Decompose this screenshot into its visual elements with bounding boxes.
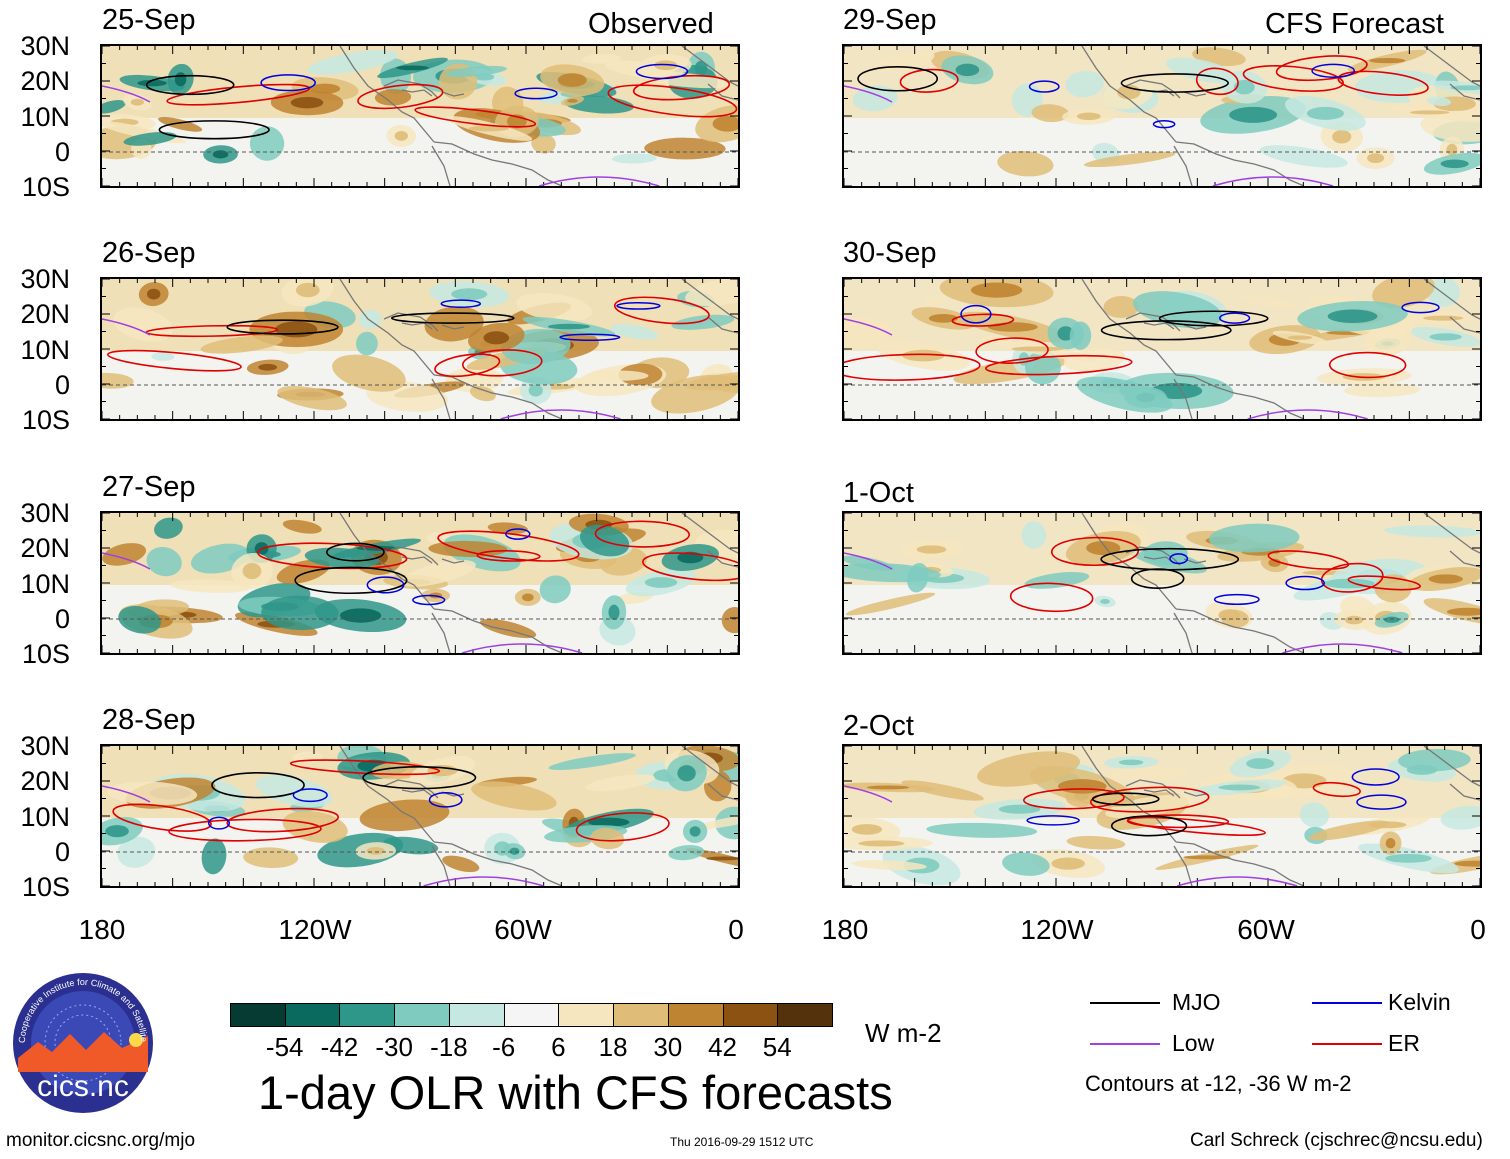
legend-label-low: Low (1172, 1030, 1215, 1056)
legend-swatch-mjo (1090, 1002, 1160, 1004)
colorbar-swatch (339, 1003, 396, 1027)
observed-header: Observed (588, 8, 714, 40)
legend-swatch-kelvin (1312, 1002, 1382, 1004)
colorbar-swatch (394, 1003, 450, 1027)
panel-date-label: 28-Sep (102, 704, 196, 736)
map-panel (100, 511, 740, 655)
map-panel (100, 44, 740, 188)
lat-label: 10S (21, 172, 70, 202)
colorbar-tick-label: 18 (598, 1032, 628, 1062)
lat-label: 0 (54, 604, 70, 634)
logo-text: cics.nc (37, 1070, 129, 1103)
lat-label: 30N (20, 31, 70, 61)
colorbar-tick-label: -42 (320, 1032, 359, 1062)
colorbar-swatch (613, 1003, 669, 1027)
legend-note: Contours at -12, -36 W m-2 (1085, 1071, 1352, 1096)
chart-title: 1-day OLR with CFS forecasts (258, 1066, 893, 1119)
colorbar-swatch (777, 1003, 833, 1027)
panel-date-label: 1-Oct (843, 477, 914, 509)
lon-label: 180 (78, 914, 126, 945)
lat-label: 20N (20, 766, 70, 796)
panel-date-label: 26-Sep (102, 237, 196, 269)
legend-swatch-low (1090, 1043, 1160, 1045)
lon-label: 120W (278, 914, 352, 945)
lat-label: 10N (20, 802, 70, 832)
footer-credit: Carl Schreck (cjschrec@ncsu.edu) (1190, 1130, 1483, 1151)
colorbar-swatch (448, 1003, 505, 1027)
colorbar-swatch (558, 1003, 615, 1027)
footer-timestamp: Thu 2016-09-29 1512 UTC (670, 1135, 814, 1149)
lat-label: 20N (20, 533, 70, 563)
lon-label: 60W (1237, 914, 1295, 945)
colorbar-swatch (667, 1003, 724, 1027)
cics-logo: Cooperative Institute for Climate and Sa… (10, 964, 154, 1114)
colorbar-swatch (284, 1003, 341, 1027)
lat-label: 0 (54, 370, 70, 400)
colorbar-tick-label: 30 (653, 1032, 683, 1062)
lon-label: 180 (821, 914, 869, 945)
lat-label: 30N (20, 264, 70, 294)
map-panel (100, 744, 740, 888)
colorbar-swatch (503, 1003, 560, 1027)
map-panel (842, 44, 1482, 188)
colorbar-tick-label: -54 (265, 1032, 304, 1062)
colorbar-tick-label: -18 (430, 1032, 468, 1062)
legend-label-mjo: MJO (1172, 989, 1221, 1015)
footer-url: monitor.cicsnc.org/mjo (6, 1130, 196, 1151)
lat-label: 10N (20, 569, 70, 599)
lat-label: 0 (54, 137, 70, 167)
panel-date-label: 27-Sep (102, 471, 196, 503)
lat-label: 30N (20, 731, 70, 761)
lat-label: 30N (20, 498, 70, 528)
colorbar-swatch (722, 1003, 779, 1027)
colorbar-tick-label: 42 (708, 1032, 737, 1062)
colorbar-unit: W m-2 (865, 1018, 942, 1048)
map-panel (842, 277, 1482, 421)
map-panel (842, 744, 1482, 888)
legend-label-er: ER (1388, 1030, 1420, 1056)
panel-date-label: 30-Sep (843, 237, 937, 269)
lat-label: 10S (21, 639, 70, 669)
panel-date-label: 25-Sep (102, 4, 196, 36)
lat-label: 10N (20, 335, 70, 365)
colorbar-tick-label: 54 (762, 1032, 792, 1062)
lat-label: 20N (20, 66, 70, 96)
colorbar-swatch (230, 1003, 286, 1027)
legend-swatch-er (1312, 1043, 1382, 1045)
lat-label: 20N (20, 299, 70, 329)
colorbar-tick-label: -30 (375, 1032, 413, 1062)
lon-label: 60W (494, 914, 552, 945)
forecast-header: CFS Forecast (1265, 8, 1444, 40)
colorbar-tick-label: -6 (492, 1032, 516, 1062)
lon-label: 0 (1470, 914, 1486, 945)
panel-date-label: 29-Sep (843, 4, 937, 36)
lat-label: 10S (21, 405, 70, 435)
lat-label: 10S (21, 872, 70, 902)
lon-label: 120W (1020, 914, 1094, 945)
colorbar-tick-label: 6 (551, 1032, 566, 1062)
legend-label-kelvin: Kelvin (1388, 989, 1451, 1015)
map-panel (842, 511, 1482, 655)
map-panel (100, 277, 740, 421)
lat-label: 0 (54, 837, 70, 867)
panel-date-label: 2-Oct (843, 710, 914, 742)
lon-label: 0 (728, 914, 744, 945)
lat-label: 10N (20, 102, 70, 132)
